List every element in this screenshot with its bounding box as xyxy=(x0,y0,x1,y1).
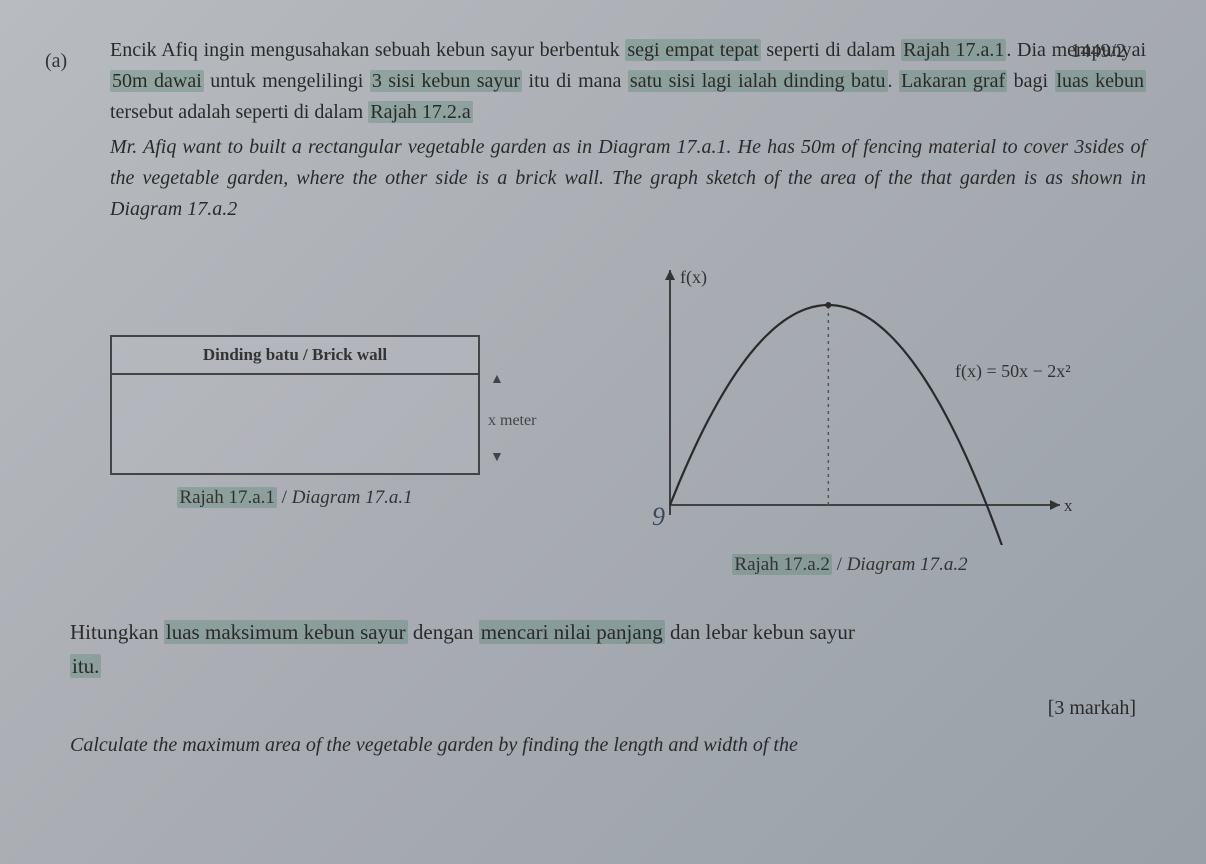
svg-text:x: x xyxy=(1064,496,1073,515)
highlight: segi empat tepat xyxy=(625,39,760,61)
caption-left: Rajah 17.a.1 / Diagram 17.a.1 xyxy=(110,487,480,509)
final-english: Calculate the maximum area of the vegeta… xyxy=(70,734,1166,757)
highlight: luas kebun xyxy=(1055,70,1147,92)
text: . xyxy=(888,70,899,92)
highlight: Rajah 17.a.1 xyxy=(177,487,277,508)
paper-code: 1449/2 xyxy=(1070,40,1126,63)
english-paragraph: Mr. Afiq want to built a rectangular veg… xyxy=(110,132,1146,225)
highlight: 3 sisi kebun sayur xyxy=(370,70,522,92)
question-body: Encik Afiq ingin mengusahakan sebuah keb… xyxy=(110,35,1166,225)
highlight: luas maksimum kebun sayur xyxy=(164,620,408,644)
text: untuk mengelilingi xyxy=(204,70,370,92)
parabola-chart: f(x) x f(x) = 50x − 2x² 9 xyxy=(610,265,1090,545)
arrow-down-icon: ▼ xyxy=(490,450,504,466)
text: Mr. Afiq want to built a rectangular veg… xyxy=(110,136,857,158)
highlight: Rajah 17.a.2 xyxy=(732,554,832,575)
x-meter-label: ▲ x meter ▼ xyxy=(488,390,578,430)
diagram-right: f(x) x f(x) = 50x − 2x² 9 Rajah 17.a.2 / Di… xyxy=(610,265,1090,576)
text: / xyxy=(277,487,292,508)
wall-header: Dinding batu / Brick wall xyxy=(112,337,478,375)
text: dan lebar kebun sayur xyxy=(665,620,855,644)
arrow-up-icon: ▲ xyxy=(490,372,504,388)
text: seperti di xyxy=(761,39,841,61)
caption-right: Rajah 17.a.2 / Diagram 17.a.2 xyxy=(610,554,1090,576)
text: x meter xyxy=(488,390,578,430)
text: tersebut adalah seperti di xyxy=(110,101,309,123)
highlight: itu. xyxy=(70,654,101,678)
highlight: Rajah 17.2.a xyxy=(368,101,473,123)
text: dalam xyxy=(314,101,368,123)
text: Diagram 17.a.1 xyxy=(292,487,413,508)
text: dengan xyxy=(408,620,479,644)
text: Hitungkan xyxy=(70,620,164,644)
svg-text:f(x) = 50x − 2x²: f(x) = 50x − 2x² xyxy=(955,361,1071,382)
text: Diagram 17.a.2 xyxy=(847,554,968,575)
text: mana xyxy=(578,70,628,92)
highlight: Lakaran graf xyxy=(899,70,1007,92)
highlight: mencari nilai panjang xyxy=(479,620,665,644)
page: 1449/2 (a) Encik Afiq ingin mengusahakan… xyxy=(30,35,1166,859)
garden-box: Dinding batu / Brick wall xyxy=(110,335,480,475)
marks-label: [3 markah] xyxy=(30,697,1136,720)
text: bagi xyxy=(1007,70,1054,92)
question-marker: (a) xyxy=(45,50,67,73)
text: dalam xyxy=(847,39,902,61)
svg-text:f(x): f(x) xyxy=(680,267,707,288)
text: itu di xyxy=(522,70,572,92)
diagram-left: Dinding batu / Brick wall ▲ x meter ▼ Ra… xyxy=(110,335,550,509)
svg-text:9: 9 xyxy=(652,502,665,531)
highlight: 50m dawai xyxy=(110,70,204,92)
highlight: Rajah 17.a.1 xyxy=(901,39,1006,61)
malay-paragraph: Encik Afiq ingin mengusahakan sebuah keb… xyxy=(110,35,1146,128)
text: / xyxy=(832,554,847,575)
highlight: satu sisi lagi ialah dinding batu xyxy=(628,70,888,92)
bottom-question: Hitungkan luas maksimum kebun sayur deng… xyxy=(70,616,1166,683)
text: Encik Afiq ingin mengusahakan sebuah keb… xyxy=(110,39,625,61)
diagrams-row: Dinding batu / Brick wall ▲ x meter ▼ Ra… xyxy=(110,265,1166,576)
